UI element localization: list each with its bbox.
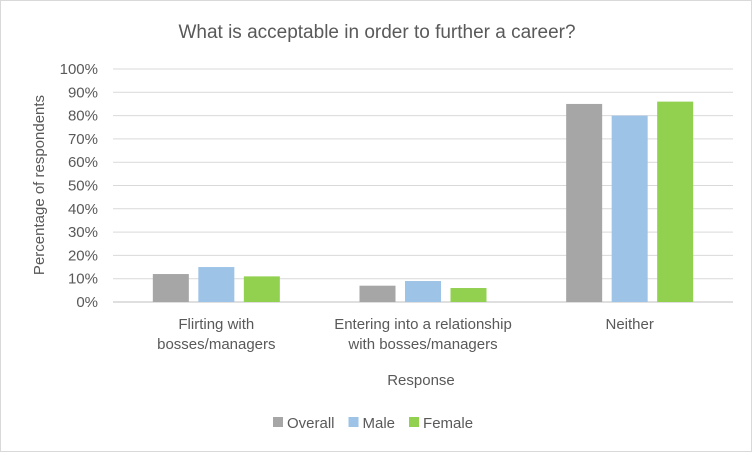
legend-label-male: Male <box>363 415 396 432</box>
category-label: Flirting with <box>178 316 254 333</box>
legend-label-female: Female <box>423 415 473 432</box>
category-label: with bosses/managers <box>347 336 497 353</box>
bar-overall <box>359 285 396 302</box>
legend-swatch-female <box>409 417 420 427</box>
y-tick-label: 40% <box>68 201 98 218</box>
bar-male <box>405 281 441 302</box>
legend-label-overall: Overall <box>287 415 335 432</box>
bar-female <box>243 276 280 302</box>
category-label: bosses/managers <box>157 336 275 353</box>
y-tick-label: 70% <box>68 131 98 148</box>
category-label: Entering into a relationship <box>334 316 512 333</box>
y-tick-label: 60% <box>68 154 98 171</box>
category-label: Neither <box>605 316 653 333</box>
y-tick-label: 100% <box>60 61 98 78</box>
bar-female <box>450 288 487 302</box>
bar-overall <box>152 274 189 302</box>
y-tick-label: 0% <box>76 294 98 311</box>
legend-swatch-male <box>348 417 359 427</box>
y-tick-label: 80% <box>68 108 98 125</box>
y-tick-label: 20% <box>68 247 98 264</box>
y-tick-label: 30% <box>68 224 98 241</box>
bar-female <box>657 101 694 303</box>
y-axis-title: Percentage of respondents <box>31 95 48 275</box>
category-labels: Flirting with bosses/managers Entering int… <box>157 316 654 353</box>
legend: Overall Male Female <box>273 415 473 432</box>
y-tick-label: 90% <box>68 84 98 101</box>
legend-swatch-overall <box>273 417 283 427</box>
y-tick-label: 10% <box>68 271 98 288</box>
x-axis-title: Response <box>387 372 455 389</box>
chart-title: What is acceptable in order to further a… <box>178 22 575 43</box>
y-tick-labels: 0% 10% 20% 30% 40% 50% 60% 70% 80% 90% 100% <box>60 61 98 311</box>
bars <box>152 101 694 303</box>
bar-male <box>611 115 648 302</box>
y-tick-label: 50% <box>68 178 98 195</box>
bar-male <box>198 267 235 302</box>
bar-overall <box>566 103 603 302</box>
